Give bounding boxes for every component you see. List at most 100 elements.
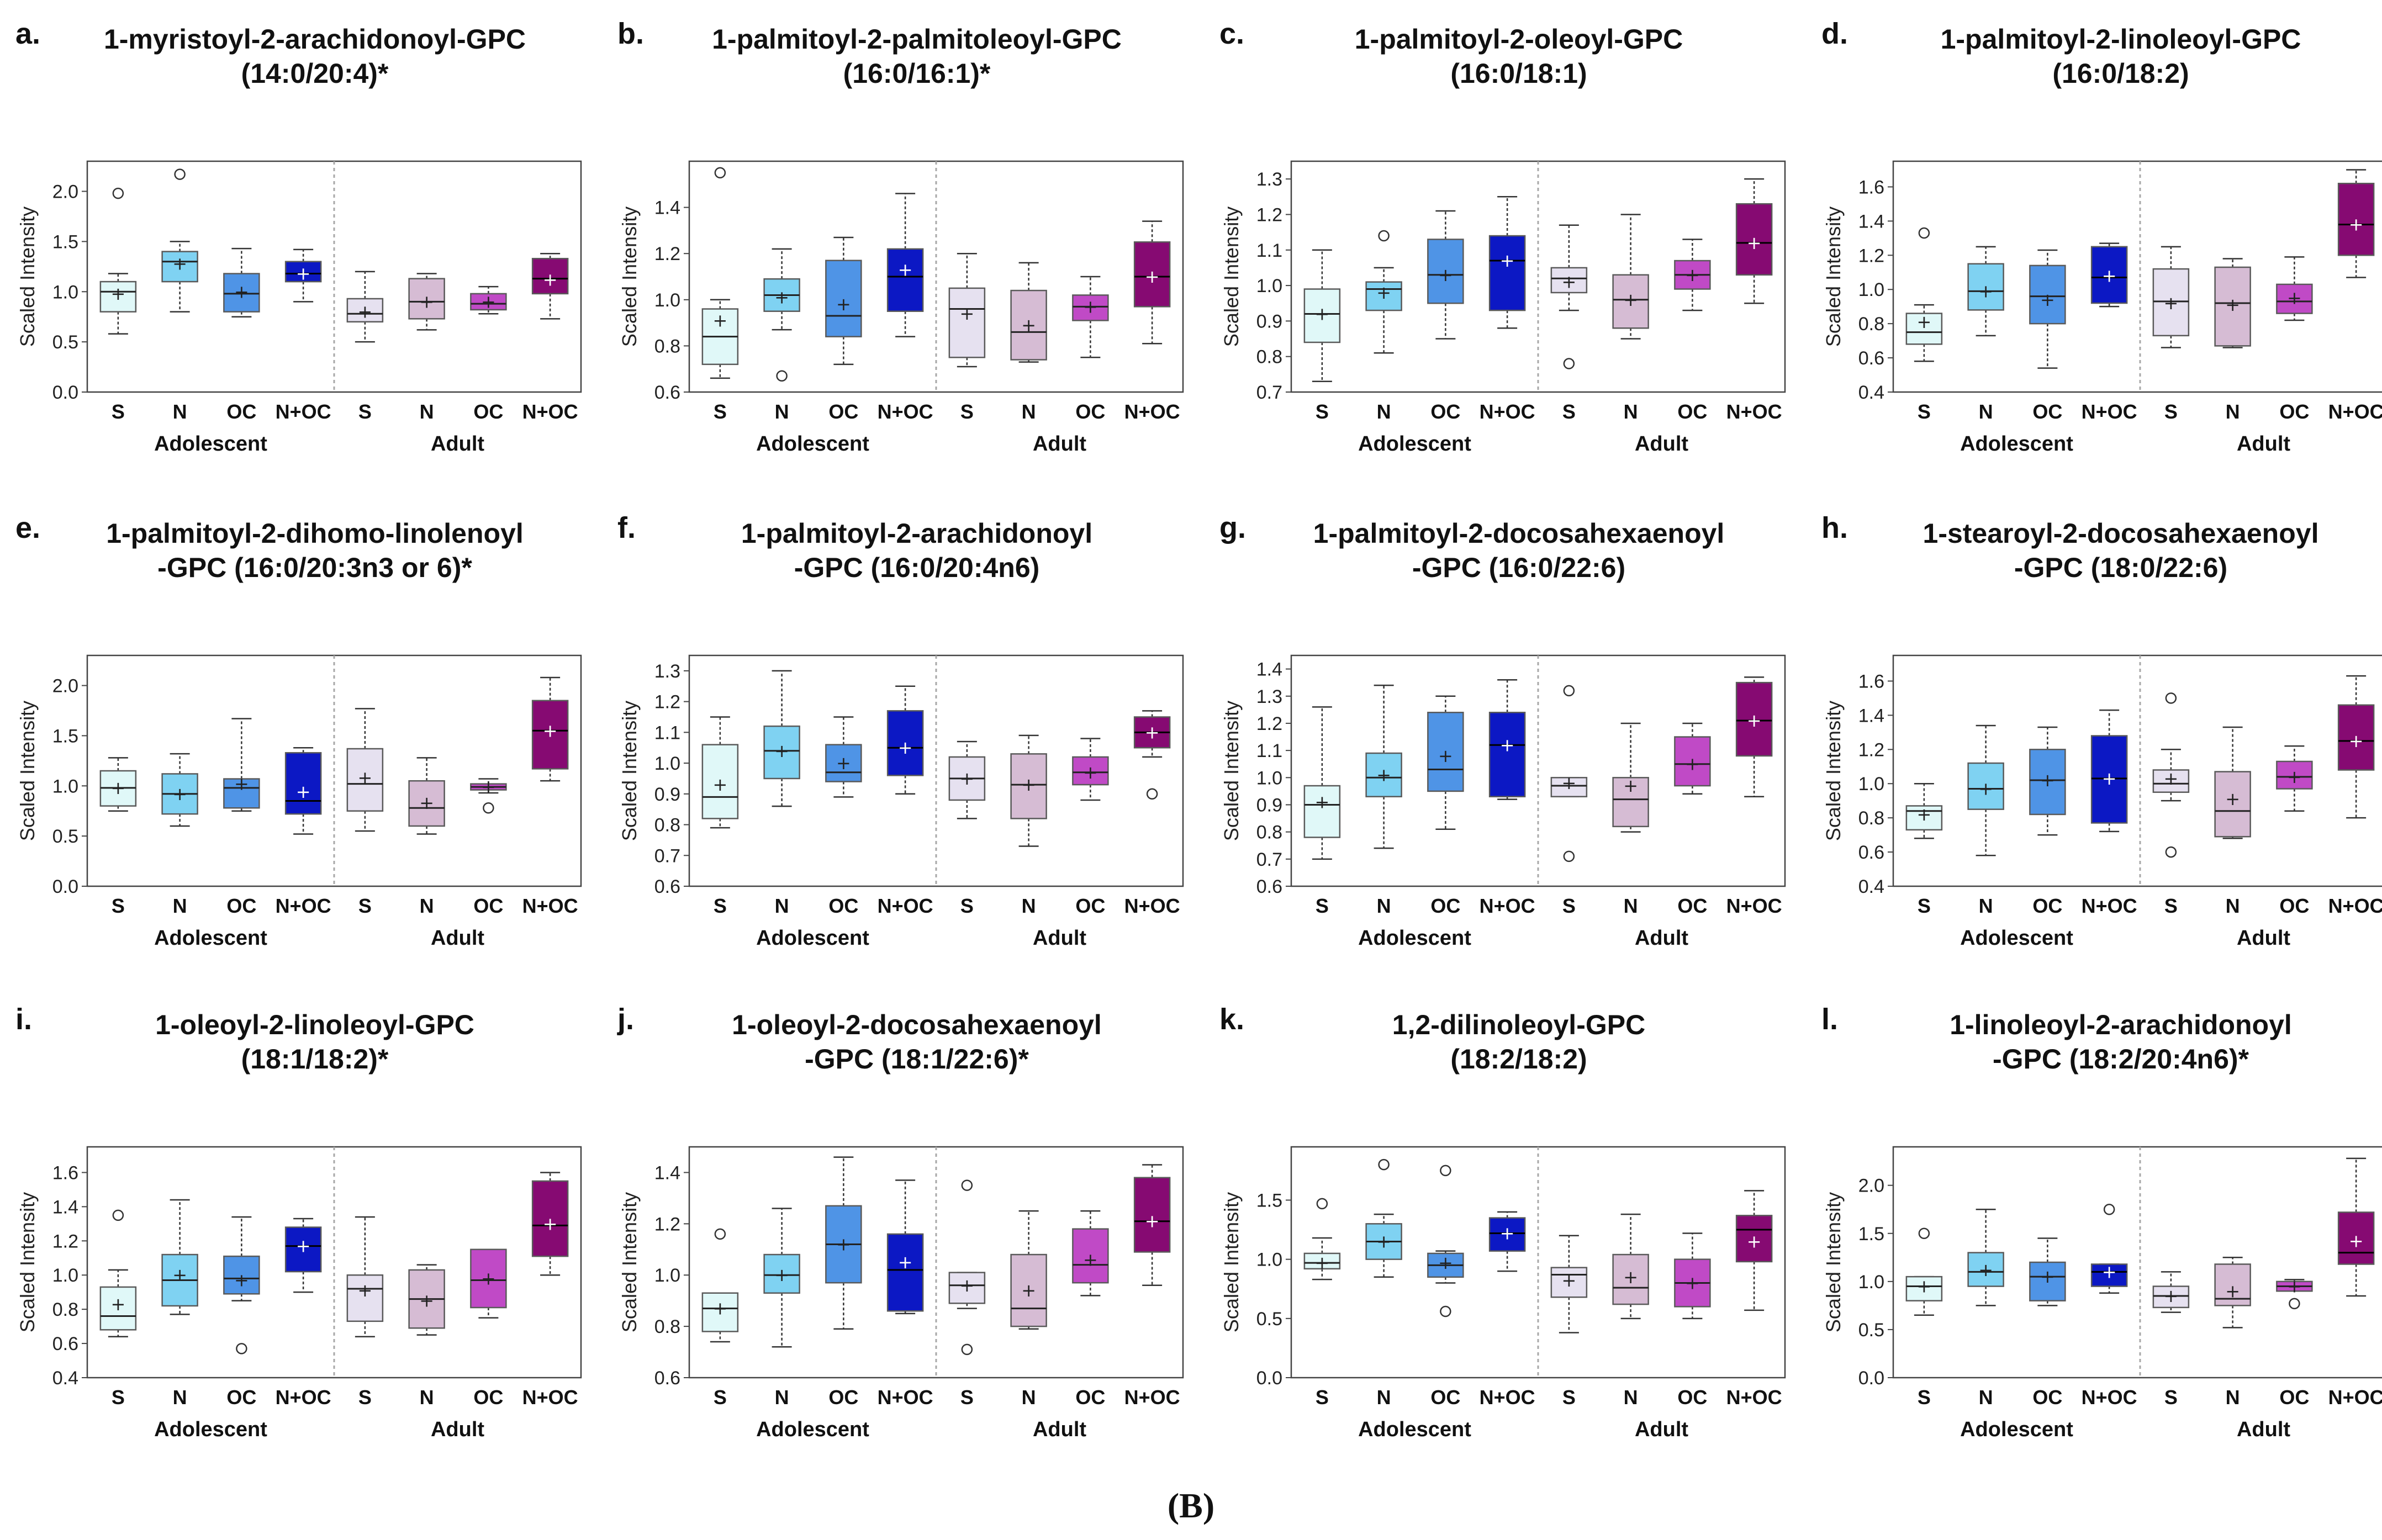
x-tick-label: S (714, 895, 727, 917)
box-body (1735, 203, 1773, 276)
mean-marker: + (1685, 1273, 1700, 1294)
x-tick-label: N (1377, 895, 1391, 917)
y-tick-label: 0.0 (1858, 1368, 1884, 1389)
mean-marker: + (1916, 1276, 1931, 1297)
mean-marker: + (296, 1236, 311, 1257)
box: + (2276, 256, 2313, 321)
x-tick-label: N+OC (2328, 895, 2382, 917)
group-label: Adult (1033, 432, 1086, 456)
mean-marker: + (1978, 281, 1993, 301)
box-body (1010, 289, 1047, 361)
x-tick-label: S (1562, 895, 1576, 917)
box: + (701, 716, 739, 829)
chart-title-line: 1-linoleoyl-2-arachidonoyl (1950, 1009, 2292, 1040)
x-tick-label: N+OC (1124, 400, 1180, 423)
mean-marker: + (1978, 1259, 1993, 1280)
chart-panel: k. 1,2-dilinoleoyl-GPC (18:2/18:2) 0.0 0.5 1.… (1204, 1002, 1799, 1499)
chart-title-line: (18:2/18:2) (1450, 1044, 1587, 1075)
group-label: Adolescent (1960, 1418, 2073, 1441)
mean-marker: + (774, 740, 789, 761)
x-tick-label: N+OC (1726, 1386, 1782, 1409)
box: + (2152, 692, 2190, 858)
x-tick-label: OC (1430, 1386, 1460, 1409)
x-tick-label: N+OC (276, 895, 331, 917)
box: + (2214, 1257, 2251, 1329)
y-tick-label: 0.8 (52, 1299, 78, 1320)
box-body (2029, 1261, 2066, 1301)
x-tick-label: N (1624, 895, 1638, 917)
box: + (470, 285, 507, 315)
y-axis-label: Scaled Intensity (1822, 1192, 1845, 1332)
mean-marker: + (2287, 288, 2302, 309)
mean-marker: + (1500, 250, 1515, 271)
mean-marker: + (419, 291, 434, 312)
x-tick-label: S (1316, 895, 1329, 917)
y-tick-label: 0.8 (1858, 808, 1884, 829)
box-body (531, 700, 569, 770)
box: + (531, 676, 569, 782)
box-body (346, 748, 384, 812)
box: + (1550, 224, 1588, 369)
box-body (1488, 1217, 1526, 1252)
y-tick-label: 0.4 (52, 1368, 78, 1389)
group-label: Adult (431, 1418, 484, 1441)
box: + (346, 708, 384, 832)
mean-marker: + (296, 781, 311, 802)
box-body (1072, 294, 1109, 321)
y-axis-label: Scaled Intensity (618, 207, 641, 347)
mean-marker: + (836, 753, 851, 774)
box-body (531, 258, 569, 295)
y-tick-label: 0.6 (654, 382, 680, 403)
box-body (1905, 1276, 1943, 1301)
chart-title-line: (16:0/18:2) (2052, 58, 2189, 89)
chart-title: 1-palmitoyl-2-dihomo-linolenoyl -GPC (16:… (61, 516, 569, 585)
box-body (470, 1248, 507, 1309)
x-tick-label: OC (1677, 895, 1707, 917)
box-body (2276, 760, 2313, 790)
mean-marker: + (1747, 710, 1762, 731)
box: + (2090, 242, 2128, 308)
chart-title-line: 1-palmitoyl-2-linoleoyl-GPC (1940, 24, 2301, 55)
y-tick-label: 0.0 (52, 382, 78, 403)
box: + (886, 1179, 924, 1315)
outlier-point (714, 1228, 726, 1240)
box: + (1010, 734, 1047, 847)
x-tick-label: N+OC (2328, 400, 2382, 423)
outlier-point (236, 1343, 247, 1354)
x-tick-label: S (714, 400, 727, 423)
box: + (1365, 684, 1402, 849)
box: + (2029, 249, 2066, 369)
x-tick-label: OC (473, 895, 503, 917)
box-body (2214, 266, 2251, 347)
box-body (1674, 736, 1711, 787)
mean-marker: + (1561, 772, 1576, 793)
x-tick-label: S (112, 400, 125, 423)
mean-marker: + (543, 269, 558, 290)
chart-panel: a. 1-myristoyl-2-arachidonoyl-GPC (14:0/20… (0, 17, 595, 514)
x-tick-label: S (358, 895, 372, 917)
box-body (99, 1286, 137, 1331)
chart-panel: l. 1-linoleoyl-2-arachidonoyl -GPC (18:2/2… (1806, 1002, 2382, 1499)
panel-letter: d. (1821, 17, 1848, 50)
box-body (1427, 239, 1464, 304)
chart-panel: h. 1-stearoyl-2-docosahexaenoyl -GPC (18:0… (1806, 511, 2382, 1008)
box-plot: 0.6 0.7 0.8 0.9 1.0 1.1 1.2 1.3 1.4 Scaled Intens… (1220, 654, 1786, 950)
box: + (1303, 249, 1341, 382)
mean-marker: + (1314, 792, 1329, 813)
chart-title-line: 1-myristoyl-2-arachidonoyl-GPC (103, 24, 526, 55)
x-tick-label: OC (226, 400, 256, 423)
box-body (2214, 771, 2251, 838)
x-tick-label: OC (1075, 400, 1105, 423)
box: + (346, 271, 384, 343)
mean-marker: + (419, 1290, 434, 1311)
box-body (1550, 777, 1588, 797)
y-tick-label: 1.0 (1858, 279, 1884, 300)
mean-marker: + (836, 1234, 851, 1255)
box-body (1488, 712, 1526, 797)
mean-marker: + (898, 259, 913, 280)
chart-title-line: 1-oleoyl-2-linoleoyl-GPC (155, 1009, 474, 1040)
x-tick-label: N (173, 895, 187, 917)
box-body (2152, 769, 2190, 793)
